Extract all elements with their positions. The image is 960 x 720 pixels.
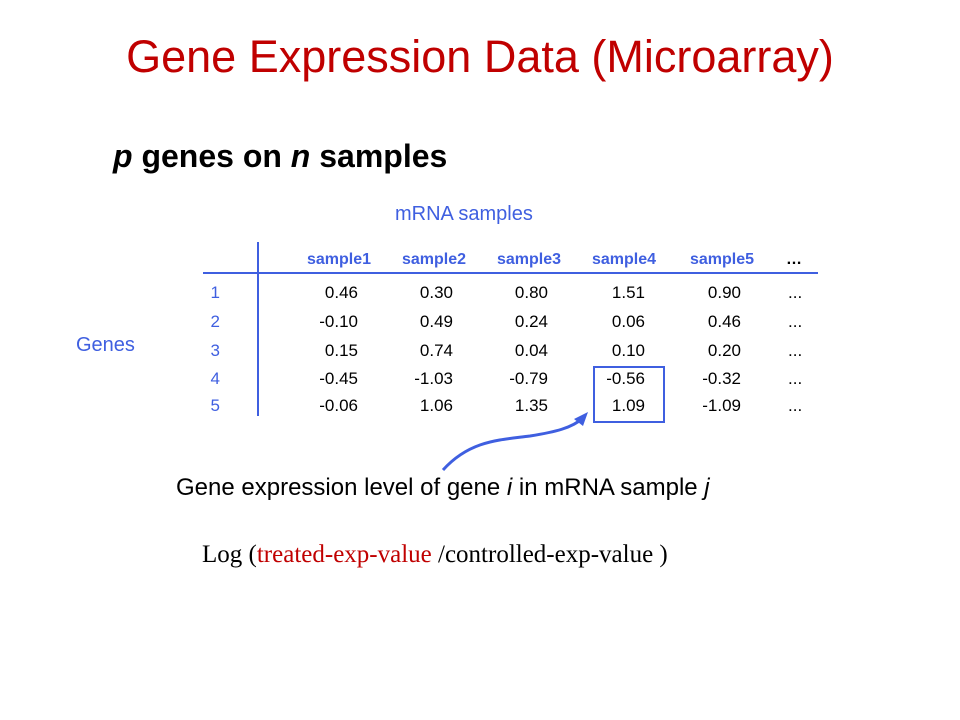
cell: -1.03 (414, 369, 453, 388)
cell: 0.20 (707, 341, 741, 360)
header-sample3: sample3 (497, 251, 562, 268)
cell: -0.06 (319, 396, 358, 415)
row-label-2: 2 (210, 312, 220, 331)
pointer-arrow-head (574, 412, 588, 426)
formula-open: Log ( (202, 541, 257, 568)
header-sample4: sample4 (592, 251, 657, 268)
row-ellipsis: ... (788, 369, 803, 388)
rows-caption: Genes (76, 334, 135, 356)
note-part1: Gene expression level of gene (176, 474, 507, 501)
note-j: j (704, 474, 710, 501)
row-label-3: 3 (210, 341, 220, 360)
formula-treated: treated-exp-value (256, 541, 432, 568)
cell: -0.10 (319, 312, 358, 331)
cell: 1.09 (611, 396, 645, 415)
cell: 0.06 (611, 312, 645, 331)
log-formula: Log (treated-exp-value /controlled-exp-v… (202, 541, 668, 569)
cell: 1.51 (611, 283, 645, 302)
page-title: Gene Expression Data (Microarray) (126, 31, 834, 82)
row-ellipsis: ... (788, 312, 803, 331)
subtitle-n: n (290, 138, 311, 174)
cell: -1.09 (702, 396, 741, 415)
formula-rest: /controlled-exp-value ) (431, 541, 668, 568)
pointer-arrow-line (441, 416, 585, 472)
expression-note: Gene expression level of gene i in mRNA … (176, 474, 710, 502)
row-label-1: 1 (210, 283, 220, 302)
cell: 0.49 (419, 312, 453, 331)
header-sample5: sample5 (690, 251, 755, 268)
cell: 0.24 (514, 312, 548, 331)
cell: -0.45 (319, 369, 358, 388)
cell: 0.30 (419, 283, 453, 302)
row-label-5: 5 (210, 396, 220, 415)
cell: -0.32 (702, 369, 741, 388)
cell: 0.46 (324, 283, 358, 302)
cell: 1.35 (514, 396, 548, 415)
cell: -0.56 (606, 369, 645, 388)
row-label-4: 4 (210, 369, 220, 388)
cell: 1.06 (419, 396, 453, 415)
cell: 0.90 (707, 283, 741, 302)
header-sample1: sample1 (307, 251, 372, 268)
note-i: i (506, 474, 513, 501)
cell: 0.10 (611, 341, 645, 360)
row-ellipsis: ... (788, 341, 803, 360)
subtitle-mid2: samples (310, 138, 448, 174)
cell: 0.15 (324, 341, 358, 360)
note-part2: in mRNA sample (512, 474, 705, 501)
subtitle: p genes on n samples (113, 136, 447, 176)
cell: -0.79 (509, 369, 548, 388)
cell: 0.74 (419, 341, 453, 360)
row-ellipsis: ... (788, 396, 803, 415)
subtitle-p: p (113, 138, 133, 174)
cell: 0.80 (514, 283, 548, 302)
cell: 0.46 (707, 312, 741, 331)
columns-caption: mRNA samples (395, 203, 533, 225)
header-ellipsis: … (786, 251, 802, 268)
subtitle-mid1: genes on (132, 138, 291, 174)
cell: 0.04 (514, 341, 548, 360)
header-sample2: sample2 (402, 251, 467, 268)
row-ellipsis: ... (788, 283, 803, 302)
highlight-box (593, 366, 665, 423)
